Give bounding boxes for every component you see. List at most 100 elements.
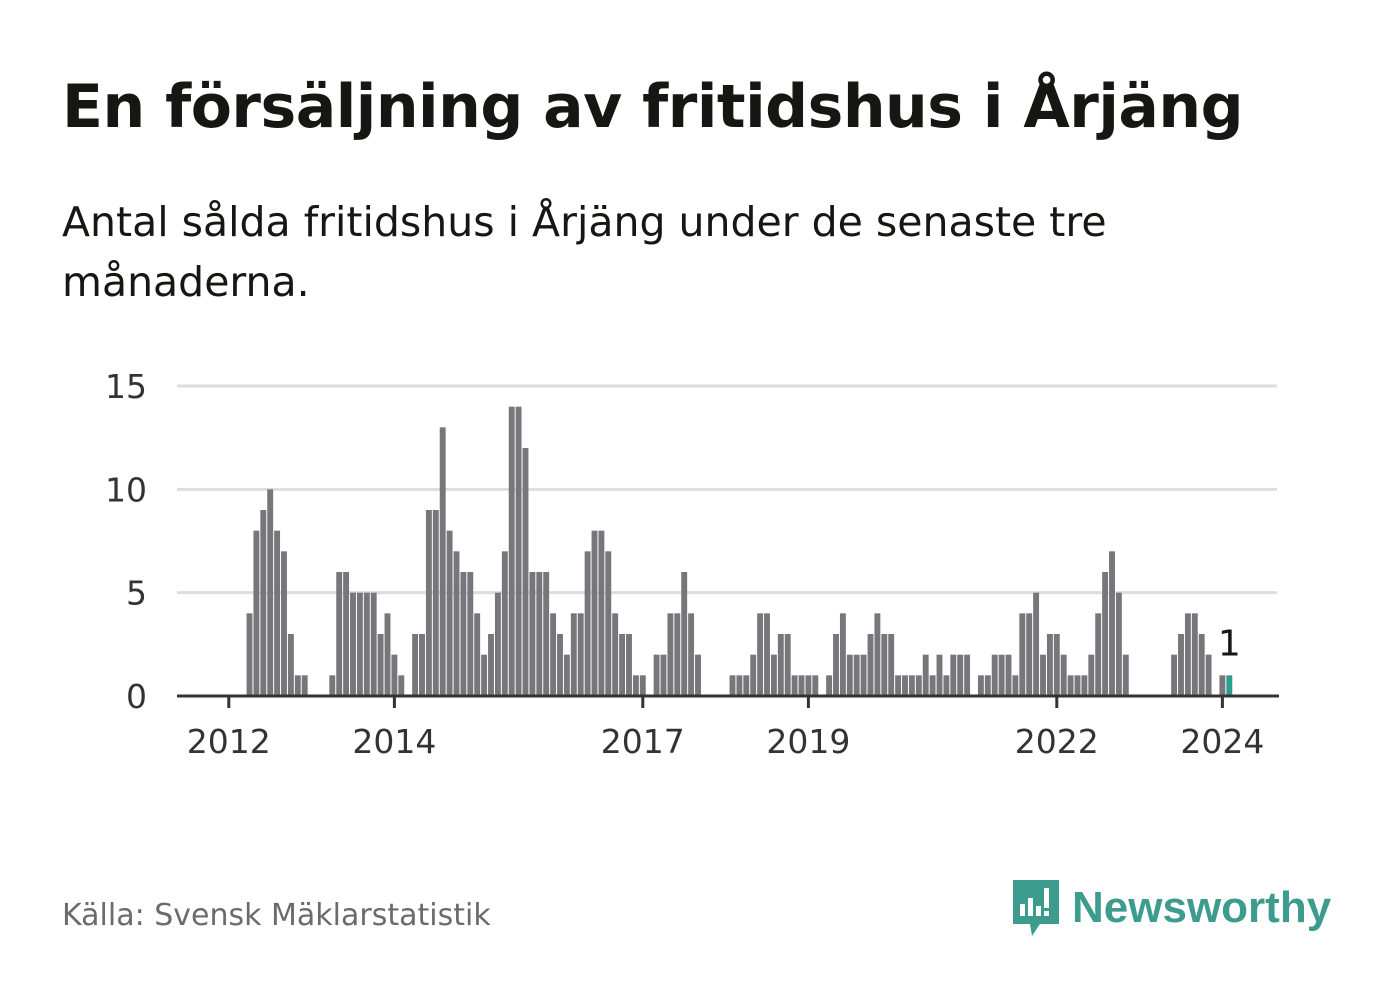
bar bbox=[764, 613, 770, 696]
bar bbox=[1046, 634, 1053, 696]
bar bbox=[839, 613, 846, 696]
bar bbox=[336, 572, 343, 696]
bar bbox=[453, 551, 460, 696]
bar-chart: 0 5 10 15 2012 2014 2017 2019 2022 2024 1 bbox=[105, 367, 1279, 761]
bar bbox=[536, 572, 543, 696]
x-tick-label: 2017 bbox=[601, 722, 685, 761]
bar bbox=[632, 675, 639, 696]
y-tick-label: 0 bbox=[126, 677, 147, 716]
bar bbox=[1005, 654, 1012, 696]
bar bbox=[915, 675, 922, 696]
bar bbox=[929, 675, 936, 696]
bar bbox=[377, 634, 384, 696]
bar bbox=[391, 654, 398, 696]
bar bbox=[1033, 592, 1040, 696]
bar bbox=[515, 406, 522, 696]
bar bbox=[287, 634, 294, 696]
bar bbox=[639, 675, 646, 696]
bar-labels: 1 bbox=[1218, 623, 1241, 664]
x-tick-label: 2012 bbox=[187, 722, 271, 761]
bar bbox=[1088, 654, 1095, 696]
bar bbox=[964, 654, 971, 696]
bar bbox=[922, 654, 929, 696]
bar bbox=[370, 592, 377, 696]
bar bbox=[301, 675, 308, 696]
bar bbox=[384, 613, 391, 696]
bar bbox=[770, 654, 777, 696]
bar bbox=[688, 613, 695, 696]
bar bbox=[488, 634, 494, 696]
bar bbox=[1191, 613, 1198, 696]
bar bbox=[619, 634, 626, 696]
bar bbox=[667, 613, 674, 696]
bar bbox=[529, 572, 536, 696]
bar bbox=[1102, 572, 1109, 696]
bar bbox=[867, 634, 874, 696]
bar bbox=[743, 675, 750, 696]
y-axis-ticks: 0 5 10 15 bbox=[105, 367, 147, 716]
bar bbox=[846, 654, 853, 696]
bar bbox=[432, 510, 439, 696]
bar bbox=[253, 530, 260, 696]
bar bbox=[695, 654, 701, 696]
bar bbox=[1115, 592, 1122, 696]
bar bbox=[977, 675, 984, 696]
bar bbox=[681, 572, 688, 696]
bar bbox=[425, 510, 432, 696]
bar bbox=[895, 675, 902, 696]
bar bbox=[1109, 551, 1115, 696]
highlight-bar-label: 1 bbox=[1218, 623, 1241, 664]
bar bbox=[826, 675, 833, 696]
bar bbox=[991, 654, 998, 696]
bar bbox=[984, 675, 991, 696]
bar bbox=[419, 634, 425, 696]
bar bbox=[1178, 634, 1184, 696]
chart-title: En försäljning av fritidshus i Årjäng bbox=[62, 72, 1244, 142]
bar bbox=[557, 634, 563, 696]
bar bbox=[860, 654, 867, 696]
bar bbox=[1026, 613, 1033, 696]
bar bbox=[474, 613, 481, 696]
bar bbox=[833, 634, 839, 696]
bar bbox=[798, 675, 805, 696]
bar bbox=[446, 530, 453, 696]
bar bbox=[343, 572, 350, 696]
bar bbox=[550, 613, 557, 696]
bar bbox=[874, 613, 881, 696]
chart-subtitle: Antal sålda fritidshus i Årjäng under de… bbox=[62, 198, 1107, 306]
bar bbox=[543, 572, 550, 696]
x-tick-label: 2022 bbox=[1015, 722, 1099, 761]
source-note: Källa: Svensk Mäklarstatistik bbox=[62, 898, 491, 933]
bar bbox=[501, 551, 508, 696]
newsworthy-logo-icon bbox=[1013, 880, 1059, 936]
bar bbox=[563, 654, 570, 696]
bar bbox=[267, 489, 274, 696]
bar bbox=[460, 572, 467, 696]
x-axis-ticks: 2012 2014 2017 2019 2022 2024 bbox=[187, 696, 1264, 761]
bar bbox=[294, 675, 301, 696]
bar bbox=[674, 613, 681, 696]
bar bbox=[522, 448, 529, 696]
bar bbox=[626, 634, 632, 696]
bar bbox=[577, 613, 584, 696]
bar bbox=[777, 634, 784, 696]
bar bbox=[784, 634, 791, 696]
bar bbox=[398, 675, 405, 696]
bar bbox=[1198, 634, 1205, 696]
bar bbox=[494, 592, 501, 696]
bar bbox=[888, 634, 895, 696]
bar bbox=[467, 572, 474, 696]
bar bbox=[853, 654, 860, 696]
bar bbox=[356, 592, 363, 696]
bar bbox=[805, 675, 812, 696]
bar bbox=[363, 592, 370, 696]
bar bbox=[1171, 654, 1178, 696]
bar bbox=[998, 654, 1005, 696]
brand-logo: Newsworthy bbox=[1010, 876, 1331, 940]
bar bbox=[902, 675, 908, 696]
bar bbox=[612, 613, 619, 696]
bar bbox=[881, 634, 888, 696]
x-tick-label: 2014 bbox=[352, 722, 436, 761]
bar bbox=[1067, 675, 1074, 696]
bar bbox=[908, 675, 915, 696]
